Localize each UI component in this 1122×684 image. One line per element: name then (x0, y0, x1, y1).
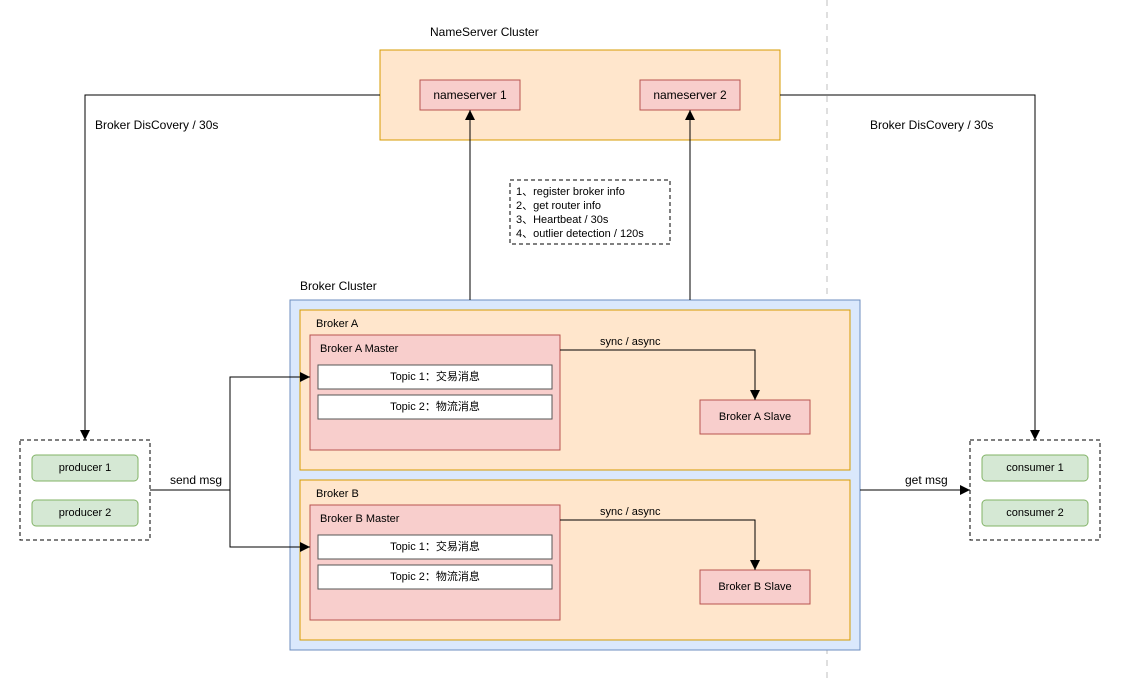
svg-text:sync / async: sync / async (600, 506, 661, 518)
svg-text:Topic 1：交易消息: Topic 1：交易消息 (390, 369, 480, 383)
diagram-canvas: NameServer Cluster nameserver 1 nameserver… (0, 0, 1122, 684)
svg-text:Topic 2：物流消息: Topic 2：物流消息 (390, 399, 480, 413)
svg-text:3、Heartbeat / 30s: 3、Heartbeat / 30s (516, 214, 609, 226)
svg-text:Broker DisCovery / 30s: Broker DisCovery / 30s (870, 118, 993, 132)
svg-text:2、get router info: 2、get router info (516, 200, 601, 212)
svg-text:Topic 2：物流消息: Topic 2：物流消息 (390, 569, 480, 583)
svg-text:Broker A: Broker A (316, 318, 359, 330)
svg-text:Topic 1：交易消息: Topic 1：交易消息 (390, 539, 480, 553)
svg-text:consumer 2: consumer 2 (1006, 507, 1063, 519)
svg-text:Broker B Master: Broker B Master (320, 513, 400, 525)
svg-text:nameserver 2: nameserver 2 (653, 88, 727, 102)
svg-text:Broker B: Broker B (316, 488, 359, 500)
svg-text:Broker A Master: Broker A Master (320, 343, 399, 355)
svg-text:Broker DisCovery / 30s: Broker DisCovery / 30s (95, 118, 218, 132)
svg-text:sync / async: sync / async (600, 336, 661, 348)
svg-text:NameServer Cluster: NameServer Cluster (430, 25, 539, 39)
svg-text:nameserver 1: nameserver 1 (433, 88, 507, 102)
svg-text:producer 1: producer 1 (59, 462, 112, 474)
svg-text:get msg: get msg (905, 473, 948, 487)
svg-text:Broker Cluster: Broker Cluster (300, 279, 377, 293)
svg-text:consumer 1: consumer 1 (1006, 462, 1063, 474)
svg-text:4、outlier detection / 120s: 4、outlier detection / 120s (516, 228, 644, 240)
svg-text:Broker A Slave: Broker A Slave (719, 411, 791, 423)
svg-text:producer 2: producer 2 (59, 507, 112, 519)
svg-text:Broker B Slave: Broker B Slave (718, 581, 791, 593)
svg-text:1、register broker info: 1、register broker info (516, 186, 625, 198)
svg-text:send msg: send msg (170, 473, 222, 487)
